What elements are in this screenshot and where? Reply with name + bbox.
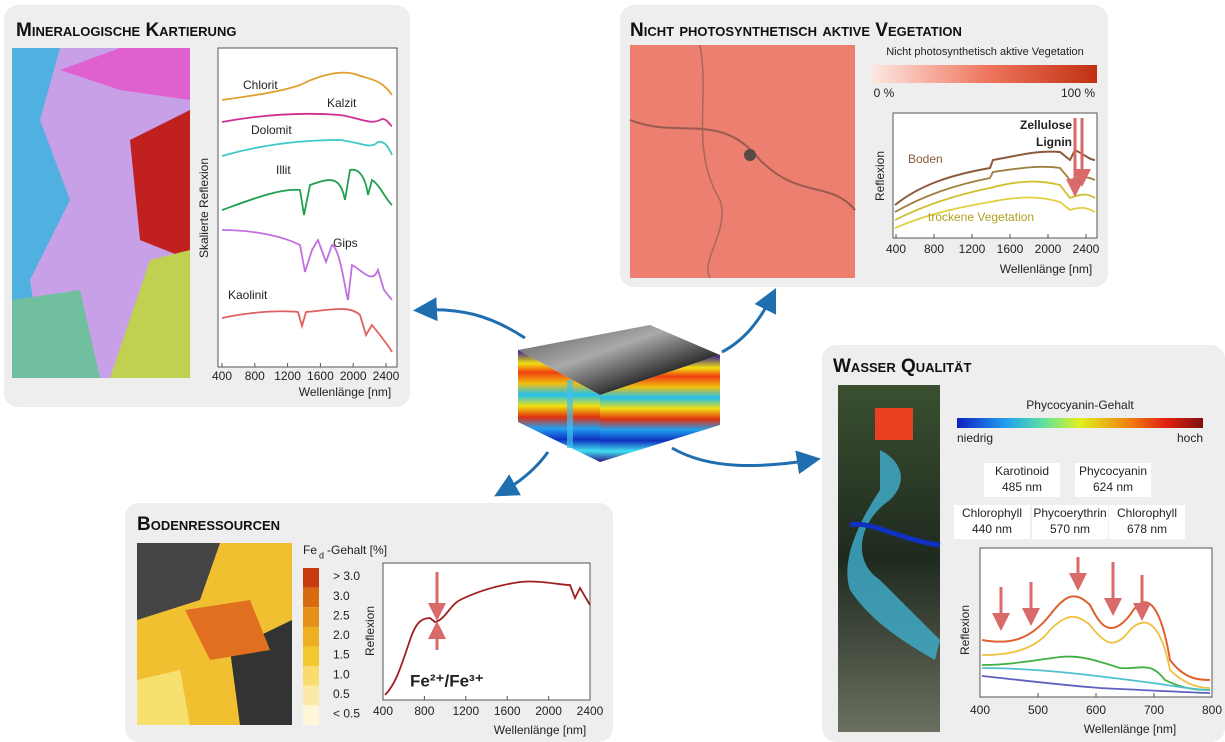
label: Wellenlänge [nm] [494, 723, 587, 737]
label: Fe [303, 543, 317, 557]
label: 0 % [874, 86, 895, 100]
pigment-name: Phycoerythrin [1033, 506, 1106, 520]
pigment-name: Chlorophyll [962, 506, 1022, 520]
x-tick-label: 2400 [577, 704, 604, 718]
legend-label: 1.5 [333, 648, 350, 662]
pigment-wavelength: 624 nm [1093, 480, 1133, 494]
label: 100 % [1061, 86, 1095, 100]
path-shape [422, 310, 525, 338]
legend-swatch [303, 607, 319, 627]
x-tick-label: 800 [924, 242, 944, 256]
label: Gips [333, 236, 358, 250]
x-tick-label: 2000 [340, 369, 367, 383]
x-tick-label: 800 [245, 369, 265, 383]
label: Phycocyanin-Gehalt [1026, 398, 1134, 412]
legend-swatch [303, 627, 319, 647]
path-shape [672, 448, 812, 466]
pigment-wavelength: 485 nm [1002, 480, 1042, 494]
x-tick-label: 500 [1028, 703, 1048, 717]
label: Nicht photosynthetisch aktive Vegetation [630, 20, 962, 41]
label: Wellenlänge [nm] [1084, 722, 1177, 736]
label: Mineralogische Kartierung [16, 20, 236, 41]
label: Dolomit [251, 123, 292, 137]
x-tick-label: 1200 [452, 704, 479, 718]
x-tick-label: 2000 [1035, 242, 1062, 256]
x-tick-label: 400 [212, 369, 232, 383]
label: Boden [908, 152, 943, 166]
pigment-name: Chlorophyll [1117, 506, 1177, 520]
x-tick-label: 1200 [274, 369, 301, 383]
rect-shape [875, 408, 913, 440]
rect-shape [980, 548, 1212, 697]
label: Skalierte Reflexion [197, 158, 211, 258]
legend-label: 0.5 [333, 687, 350, 701]
label: Chlorit [243, 78, 278, 92]
label: niedrig [957, 431, 993, 445]
label: hoch [1177, 431, 1203, 445]
label: Reflexion [873, 151, 887, 201]
rect-shape [957, 418, 1203, 428]
label: Fe²⁺/Fe³⁺ [410, 671, 484, 690]
label: -Gehalt [%] [327, 543, 387, 557]
legend-label: 2.5 [333, 608, 350, 622]
x-tick-label: 1600 [307, 369, 334, 383]
label: Reflexion [363, 606, 377, 656]
legend-swatch [303, 686, 319, 706]
x-tick-label: 1600 [494, 704, 521, 718]
x-tick-label: 400 [970, 703, 990, 717]
legend-swatch [303, 588, 319, 608]
pigment-name: Karotinoid [995, 464, 1049, 478]
label: Wellenlänge [nm] [299, 385, 392, 399]
legend-label: 2.0 [333, 628, 350, 642]
pigment-wavelength: 440 nm [972, 522, 1012, 536]
rect-shape [630, 45, 855, 278]
legend-label: < 0.5 [333, 707, 360, 721]
x-tick-label: 600 [1086, 703, 1106, 717]
label: Kaolinit [228, 288, 268, 302]
path-shape [722, 296, 772, 352]
pigment-wavelength: 570 nm [1050, 522, 1090, 536]
x-tick-label: 2000 [535, 704, 562, 718]
x-tick-label: 2400 [373, 369, 400, 383]
x-tick-label: 700 [1144, 703, 1164, 717]
x-tick-label: 2400 [1073, 242, 1100, 256]
label: Lignin [1036, 135, 1072, 149]
legend-swatch [303, 705, 319, 725]
x-tick-label: 400 [886, 242, 906, 256]
x-tick-label: 800 [414, 704, 434, 718]
label: Kalzit [327, 96, 357, 110]
figure: Mineralogische Kartierung Chlorit Kalzit… [0, 0, 1225, 742]
label: d [319, 550, 324, 560]
label: Zellulose [1020, 118, 1072, 132]
label: Wasser Qualität [833, 356, 971, 377]
legend-swatch [303, 666, 319, 686]
x-tick-label: 800 [1202, 703, 1222, 717]
path-shape [502, 452, 548, 492]
pigment-wavelength: 678 nm [1127, 522, 1167, 536]
pigment-name: Phycocyanin [1079, 464, 1147, 478]
label: Wellenlänge [nm] [1000, 262, 1093, 276]
label: Nicht photosynthetisch aktive Vegetation [886, 46, 1084, 58]
label: trockene Vegetation [928, 210, 1034, 224]
legend-swatch [303, 647, 319, 667]
label: Bodenressourcen [137, 514, 280, 535]
label: Reflexion [958, 605, 972, 655]
x-tick-label: 400 [373, 704, 393, 718]
x-tick-label: 1600 [997, 242, 1024, 256]
rect-shape [872, 65, 1097, 83]
legend-swatch [303, 568, 319, 588]
x-tick-label: 1200 [959, 242, 986, 256]
legend-label: > 3.0 [333, 569, 360, 583]
label: Illit [276, 163, 291, 177]
legend-label: 1.0 [333, 667, 350, 681]
legend-label: 3.0 [333, 589, 350, 603]
